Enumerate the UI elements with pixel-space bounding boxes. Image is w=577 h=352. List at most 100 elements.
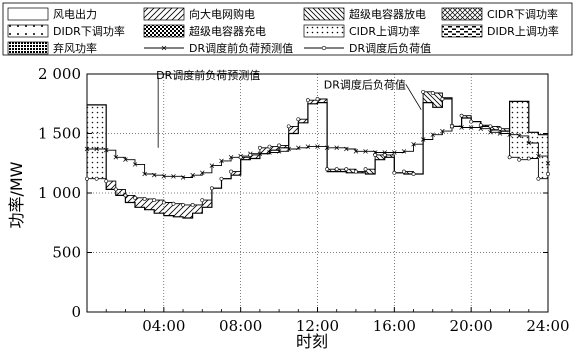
- point-marker-circle: [257, 145, 262, 150]
- legend-swatch: [143, 7, 185, 21]
- point-marker-circle: [450, 124, 454, 129]
- point-marker-cross: [171, 174, 176, 179]
- legend-label: DR调度后负荷值: [349, 41, 431, 55]
- purchase-area: [490, 126, 500, 130]
- gridlines: [87, 74, 548, 312]
- point-marker-circle: [248, 153, 253, 157]
- point-marker-circle: [517, 157, 522, 162]
- point-marker-cross: [440, 128, 445, 134]
- x-tick-label: 20:00: [450, 317, 493, 335]
- point-marker-circle: [498, 126, 502, 131]
- legend-label: 向大电网购电: [189, 7, 255, 21]
- axis-ticks: 0 500 1 000 1 500 2 000 04:00 08:00 12:00 16:00 2…: [38, 65, 570, 335]
- purchase-area: [432, 93, 443, 108]
- point-marker-cross: [219, 158, 224, 164]
- annotations: DR调度前负荷预测值 DR调度后负荷值: [156, 68, 422, 148]
- point-marker-circle: [478, 123, 483, 128]
- series-line: [87, 125, 549, 178]
- legend-label: DR调度前负荷预测值: [189, 41, 293, 55]
- legend-swatch: [7, 41, 49, 55]
- point-marker-cross: [497, 131, 503, 136]
- legend-marker: [321, 45, 327, 51]
- purchase-area: [192, 204, 203, 214]
- point-marker-circle: [373, 153, 378, 157]
- point-marker-cross: [305, 144, 311, 149]
- point-marker-cross: [468, 125, 474, 130]
- point-marker-circle: [161, 200, 166, 205]
- surplus-area: [519, 101, 529, 160]
- legend-swatch: [7, 24, 49, 38]
- purchase-area: [125, 195, 136, 203]
- purchase-area: [250, 154, 260, 159]
- point-marker-cross: [84, 146, 90, 152]
- surplus-area: [538, 134, 548, 179]
- purchase-area: [317, 98, 328, 103]
- point-marker-circle: [85, 176, 89, 181]
- legend-label: CIDR下调功率: [487, 7, 558, 21]
- point-marker-circle: [430, 91, 435, 95]
- point-marker-circle: [459, 113, 464, 118]
- x-axis-label: 时刻: [296, 332, 328, 351]
- point-marker-circle: [325, 167, 330, 172]
- purchase-area: [298, 119, 308, 123]
- purchase-area: [240, 157, 251, 160]
- legend-swatch: [441, 24, 483, 38]
- point-marker-circle: [267, 144, 272, 149]
- point-marker-cross: [113, 155, 119, 160]
- point-marker-circle: [526, 156, 531, 161]
- point-marker-cross: [286, 146, 291, 152]
- point-marker-circle: [133, 195, 137, 200]
- purchase-area: [163, 202, 174, 216]
- point-marker-circle: [382, 153, 387, 157]
- point-marker-circle: [277, 143, 281, 148]
- legend-swatch: [303, 7, 345, 21]
- point-marker-cross: [411, 141, 416, 147]
- point-marker-cross: [94, 146, 99, 152]
- point-marker-cross: [151, 172, 157, 178]
- point-marker-cross: [545, 161, 551, 166]
- purchase-area: [269, 146, 280, 151]
- y-tick-label: 1 000: [38, 184, 81, 202]
- point-marker-cross: [142, 171, 147, 177]
- legend-label: 超级电容器充电: [189, 24, 266, 38]
- point-marker-circle: [488, 124, 493, 129]
- legend-swatch: [441, 7, 483, 21]
- y-tick-label: 1 500: [38, 125, 81, 143]
- point-marker-circle: [354, 169, 358, 174]
- surplus-area: [96, 104, 107, 179]
- y-axis-label: 功率/MW: [7, 161, 26, 228]
- point-marker-circle: [440, 97, 445, 101]
- x-tick-label: 04:00: [142, 317, 185, 335]
- legend-swatch: [143, 24, 185, 38]
- point-marker-cross: [392, 150, 397, 155]
- point-marker-circle: [229, 169, 233, 174]
- series: [84, 89, 551, 219]
- legend-label: CIDR上调功率: [349, 24, 420, 38]
- purchase-area: [115, 189, 126, 196]
- purchase-area: [423, 91, 433, 103]
- y-tick-label: 2 000: [38, 65, 81, 83]
- point-marker-circle: [411, 172, 416, 176]
- annotation-label: DR调度后负荷值: [324, 77, 406, 91]
- point-marker-cross: [228, 155, 234, 160]
- purchase-area: [307, 100, 318, 104]
- legend-label: 弃风功率: [53, 41, 97, 55]
- purchase-area: [346, 169, 356, 173]
- point-marker-circle: [200, 198, 205, 203]
- purchase-area: [154, 200, 164, 214]
- purchase-area: [375, 154, 385, 160]
- point-marker-cross: [267, 150, 272, 155]
- point-marker-cross: [315, 144, 320, 149]
- purchase-area: [259, 147, 270, 154]
- point-marker-cross: [363, 149, 368, 154]
- point-marker-cross: [478, 126, 484, 131]
- point-marker-circle: [546, 172, 550, 176]
- purchase-area: [365, 169, 376, 174]
- point-marker-circle: [296, 117, 301, 122]
- legend-label: DIDR下调功率: [53, 24, 125, 38]
- legend: 风电出力 向大电网购电 超级电容器放电 CIDR下调功率 DIDR下调功率 超级电容器充电…: [7, 7, 559, 55]
- legend-label: DIDR上调功率: [487, 24, 559, 38]
- y-tick-label: 500: [52, 244, 81, 262]
- point-marker-cross: [334, 145, 339, 151]
